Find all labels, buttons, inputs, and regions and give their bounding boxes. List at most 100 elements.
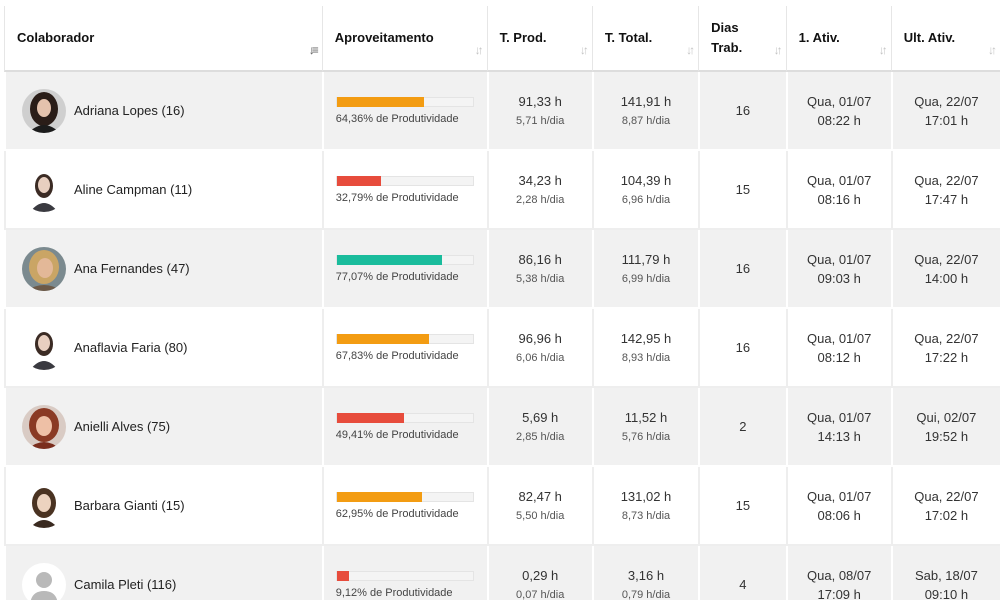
collaborator-name[interactable]: Anielli Alves (75) [74,419,171,434]
avatar [22,325,66,370]
header-primeira-ativ[interactable]: 1. Ativ. ↓↑ [785,6,891,72]
sort-icon[interactable]: ↓↑ [878,43,888,57]
cell-colaborador: Adriana Lopes (16) [4,72,322,151]
first-activity-time: 17:09 h [817,586,861,600]
table-row[interactable]: Anielli Alves (75) 49,41% de Produtivida… [4,388,1000,467]
collaborator-name[interactable]: Adriana Lopes (16) [74,103,185,118]
table-row[interactable]: Adriana Lopes (16) 64,36% de Produtivida… [4,72,1000,151]
t-total-value: 111,79 h [621,252,671,267]
header-aproveitamento[interactable]: Aproveitamento ↓↑ [321,6,487,72]
cell-t-prod: 86,16 h 5,38 h/dia [486,230,592,309]
productivity-bar [335,333,474,344]
t-prod-value: 34,23 h [518,173,562,188]
cell-aproveitamento: 62,95% de Produtividade [321,467,487,546]
t-total-value: 131,02 h [620,489,672,504]
last-activity-time: 17:47 h [924,191,969,207]
first-activity-date: Qua, 01/07 [807,488,872,504]
t-total-per-day: 6,96 h/dia [621,194,671,206]
sort-icon[interactable]: ↓↑ [773,43,783,57]
collaborator-name[interactable]: Camila Pleti (116) [74,577,177,592]
header-colaborador[interactable]: Colaborador ↓≡ [4,6,322,72]
last-activity-date: Qui, 02/07 [916,409,977,425]
t-prod-value: 86,16 h [518,252,562,267]
t-total-value: 3,16 h [627,568,665,583]
cell-aproveitamento: 67,83% de Produtividade [321,309,487,388]
cell-aproveitamento: 9,12% de Produtividade [321,546,487,600]
cell-colaborador: Anaflavia Faria (80) [4,309,322,388]
t-total-per-day: 8,87 h/dia [621,115,671,127]
t-prod-value: 96,96 h [518,331,562,346]
cell-colaborador: Aline Campman (11) [4,151,322,230]
table-row[interactable]: Camila Pleti (116) 9,12% de Produtividad… [4,546,1000,600]
t-total-per-day: 5,76 h/dia [621,431,671,443]
productivity-bar [335,570,474,581]
t-total-per-day: 0,79 h/dia [621,589,671,600]
cell-t-prod: 34,23 h 2,28 h/dia [486,151,592,230]
productivity-bar-fill [336,175,382,186]
dias-trab-value: 2 [739,419,747,434]
t-prod-per-day: 5,50 h/dia [516,510,565,522]
cell-t-total: 131,02 h 8,73 h/dia [591,467,699,546]
collaborator-name[interactable]: Anaflavia Faria (80) [74,340,188,355]
cell-dias-trab: 16 [698,230,786,309]
avatar [22,167,66,212]
cell-t-total: 142,95 h 8,93 h/dia [591,309,699,388]
dias-trab-value: 16 [735,103,751,118]
cell-primeira-ativ: Qua, 01/07 08:06 h [785,467,891,546]
header-dias-trab[interactable]: Dias Trab. ↓↑ [698,6,786,72]
t-prod-value: 91,33 h [518,94,562,109]
cell-ult-ativ: Qua, 22/07 17:47 h [890,151,1000,230]
dias-trab-value: 15 [735,182,751,197]
table-row[interactable]: Aline Campman (11) 32,79% de Produtivida… [4,151,1000,230]
collaborator-name[interactable]: Barbara Gianti (15) [74,498,185,513]
productivity-bar-fill [336,254,442,265]
first-activity-time: 08:16 h [817,191,861,207]
cell-colaborador: Anielli Alves (75) [4,388,322,467]
t-total-value: 104,39 h [620,173,672,188]
t-prod-per-day: 0,07 h/dia [516,589,565,600]
cell-aproveitamento: 32,79% de Produtividade [321,151,487,230]
cell-ult-ativ: Qua, 22/07 17:01 h [890,72,1000,151]
sort-icon[interactable]: ↓↑ [579,43,589,57]
collaborator-name[interactable]: Ana Fernandes (47) [74,261,190,276]
header-t-total[interactable]: T. Total. ↓↑ [591,6,699,72]
last-activity-time: 14:00 h [924,270,969,286]
cell-t-total: 3,16 h 0,79 h/dia [591,546,699,600]
sort-alpha-asc-icon[interactable]: ↓≡ [308,43,319,57]
cell-aproveitamento: 64,36% de Produtividade [321,72,487,151]
cell-colaborador: Camila Pleti (116) [4,546,322,600]
last-activity-time: 17:22 h [924,349,969,365]
cell-t-total: 141,91 h 8,87 h/dia [591,72,699,151]
header-t-prod[interactable]: T. Prod. ↓↑ [486,6,592,72]
t-prod-value: 5,69 h [522,410,559,425]
avatar [22,483,66,528]
cell-aproveitamento: 77,07% de Produtividade [321,230,487,309]
dias-trab-value: 4 [739,577,747,592]
cell-primeira-ativ: Qua, 01/07 08:22 h [785,72,891,151]
first-activity-time: 08:06 h [817,507,861,523]
sort-icon[interactable]: ↓↑ [988,43,997,57]
table-row[interactable]: Ana Fernandes (47) 77,07% de Produtivida… [4,230,1000,309]
last-activity-date: Qua, 22/07 [914,93,979,109]
last-activity-time: 09:10 h [924,586,969,600]
sort-icon[interactable]: ↓↑ [474,43,484,57]
first-activity-date: Qua, 01/07 [807,409,872,425]
productivity-label: 77,07% de Produtividade [335,270,459,283]
productivity-label: 64,36% de Produtividade [335,112,459,125]
t-prod-per-day: 5,38 h/dia [516,273,565,285]
last-activity-date: Qua, 22/07 [914,488,979,504]
dias-trab-value: 16 [735,340,751,355]
table-row[interactable]: Barbara Gianti (15) 62,95% de Produtivid… [4,467,1000,546]
first-activity-time: 09:03 h [817,270,861,286]
collaborator-name[interactable]: Aline Campman (11) [74,182,193,197]
header-ult-ativ[interactable]: Ult. Ativ. ↓↑ [890,6,1000,72]
cell-primeira-ativ: Qua, 01/07 08:16 h [785,151,891,230]
productivity-table: Colaborador ↓≡ Aproveitamento ↓↑ T. Prod. ↓… [4,6,1000,600]
avatar [22,246,66,291]
table-row[interactable]: Anaflavia Faria (80) 67,83% de Produtivi… [4,309,1000,388]
cell-primeira-ativ: Qua, 01/07 09:03 h [785,230,891,309]
sort-icon[interactable]: ↓↑ [686,43,695,57]
cell-t-prod: 5,69 h 2,85 h/dia [486,388,592,467]
productivity-bar-fill [336,96,425,107]
